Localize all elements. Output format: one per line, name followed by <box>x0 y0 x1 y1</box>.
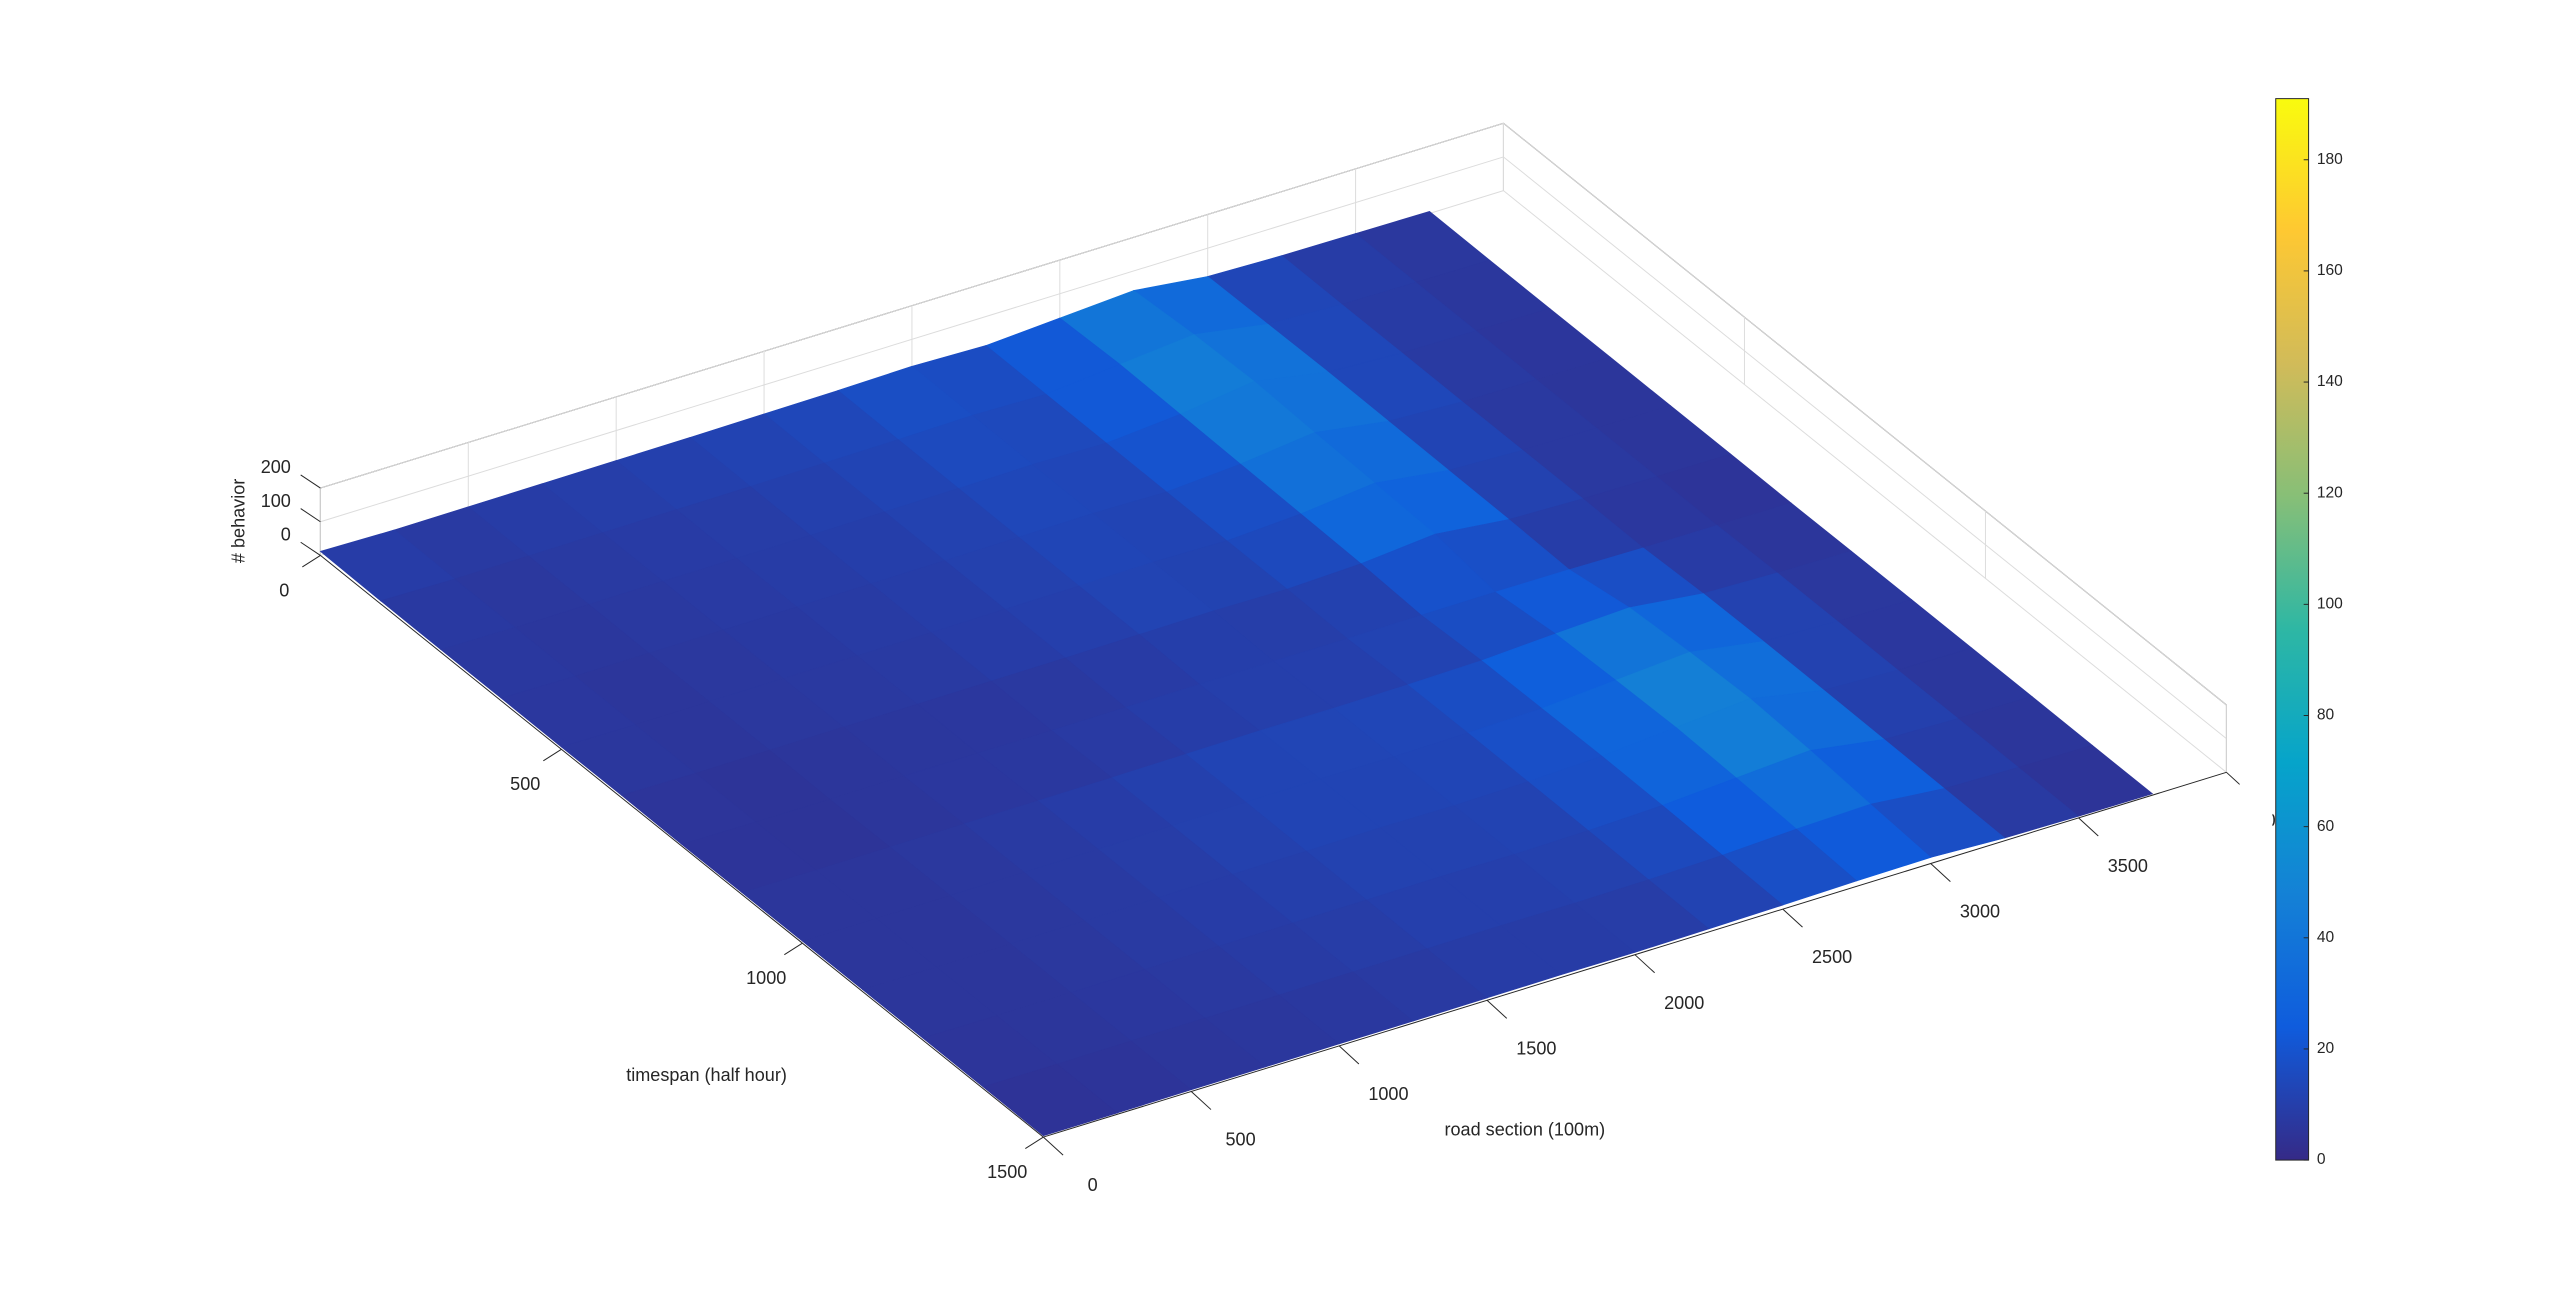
colorbar-tick-label: 160 <box>2317 262 2343 279</box>
x-tick <box>1338 1045 1360 1065</box>
grid-line <box>1503 190 2227 773</box>
x-tick-label: 1000 <box>1368 1084 1408 1104</box>
z-tick-label: 100 <box>261 491 291 511</box>
colorbar-tick-label: 140 <box>2317 373 2343 390</box>
x-tick <box>1782 908 1803 928</box>
y-tick-label: 500 <box>510 774 540 794</box>
x-tick <box>1634 954 1655 974</box>
x-tick-label: 3000 <box>1960 902 2000 922</box>
x-tick-label: 2000 <box>1664 993 1704 1013</box>
colorbar-tick-label: 100 <box>2317 595 2343 612</box>
colorbar-bg <box>2239 98 2273 1161</box>
colorbar-tick-label: 20 <box>2317 1040 2335 1057</box>
y-tick-label: 1000 <box>746 968 786 988</box>
y-axis-line <box>320 555 1044 1138</box>
colorbar-tick-label: 40 <box>2317 929 2335 946</box>
z-tick <box>300 474 321 489</box>
colorbar-tick-label: 60 <box>2317 818 2335 835</box>
x-tick <box>1043 1136 1064 1156</box>
axes: 0500100015002000250030003500400005001000… <box>261 457 2296 1195</box>
z-tick-label: 0 <box>281 524 291 544</box>
colorbar-tick-label: 120 <box>2317 484 2343 501</box>
y-tick <box>543 748 562 762</box>
colorbar-tick-label: 180 <box>2317 151 2343 168</box>
surface <box>319 211 2154 1137</box>
y-tick-label: 0 <box>279 580 289 600</box>
x-tick <box>1190 1091 1212 1110</box>
x-tick-label: 2500 <box>1812 947 1852 967</box>
z-tick <box>300 541 321 556</box>
x-tick-label: 500 <box>1225 1130 1255 1150</box>
grid-line <box>320 156 1504 523</box>
colorbar-tick-label: 0 <box>2317 1151 2326 1168</box>
surface-patch <box>982 1063 1119 1137</box>
x-tick-label: 3500 <box>2108 856 2148 876</box>
x-axis-line <box>1043 771 2227 1138</box>
colorbar-scale <box>2275 98 2310 1161</box>
z-tick-label: 200 <box>261 457 291 477</box>
colorbar-tick-label: 80 <box>2317 707 2335 724</box>
grid-line <box>1503 122 2227 706</box>
z-axis-label: # behavior <box>229 479 249 563</box>
x-tick-label: 1500 <box>1516 1038 1556 1058</box>
x-axis-label: road section (100m) <box>1445 1119 1606 1139</box>
y-tick <box>1025 1136 1044 1150</box>
y-tick <box>302 555 321 568</box>
x-tick-label: 0 <box>1088 1175 1098 1195</box>
x-tick <box>1930 863 1951 882</box>
y-axis-label: timespan (half hour) <box>626 1065 787 1085</box>
x-tick <box>2078 817 2099 837</box>
y-tick <box>784 942 803 956</box>
y-tick-label: 1500 <box>987 1162 1027 1182</box>
grid-line <box>1503 156 2227 740</box>
grid-line <box>320 122 1504 489</box>
x-tick <box>1486 999 1508 1019</box>
z-tick <box>300 508 321 523</box>
colorbar: 0 20 40 60 80 100 120 140 160 180 <box>2239 98 2343 1168</box>
